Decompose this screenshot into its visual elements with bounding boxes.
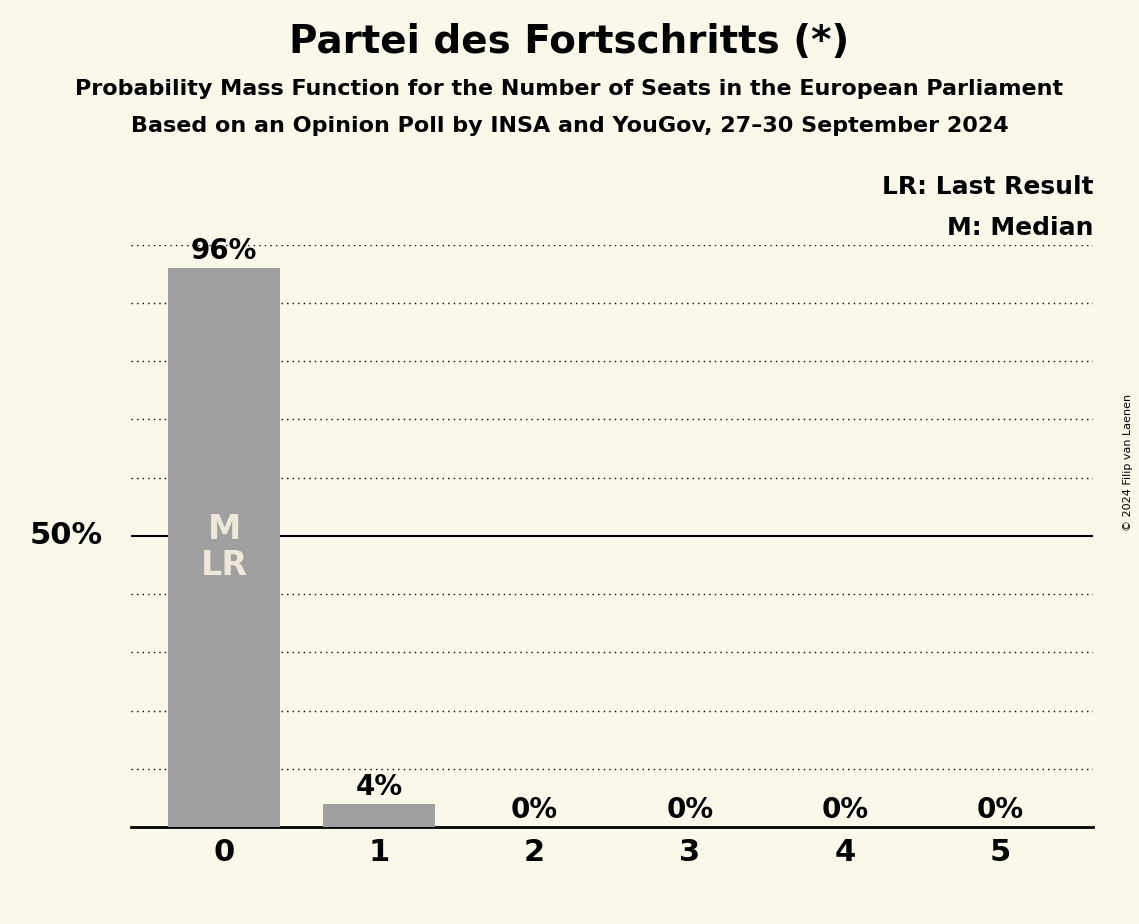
- Text: M
LR: M LR: [200, 513, 247, 582]
- Text: 0%: 0%: [821, 796, 869, 824]
- Text: © 2024 Filip van Laenen: © 2024 Filip van Laenen: [1123, 394, 1133, 530]
- Text: 96%: 96%: [191, 237, 257, 265]
- Text: 0%: 0%: [666, 796, 713, 824]
- Text: 0%: 0%: [511, 796, 558, 824]
- Text: Partei des Fortschritts (*): Partei des Fortschritts (*): [289, 23, 850, 61]
- Text: 4%: 4%: [355, 772, 403, 801]
- Text: LR: Last Result: LR: Last Result: [882, 175, 1093, 199]
- Bar: [169, 268, 280, 827]
- Text: 0%: 0%: [977, 796, 1024, 824]
- Text: M: Median: M: Median: [947, 216, 1093, 239]
- Text: Based on an Opinion Poll by INSA and YouGov, 27–30 September 2024: Based on an Opinion Poll by INSA and You…: [131, 116, 1008, 136]
- Text: Probability Mass Function for the Number of Seats in the European Parliament: Probability Mass Function for the Number…: [75, 79, 1064, 99]
- Text: 50%: 50%: [30, 521, 103, 551]
- Bar: [323, 804, 435, 827]
